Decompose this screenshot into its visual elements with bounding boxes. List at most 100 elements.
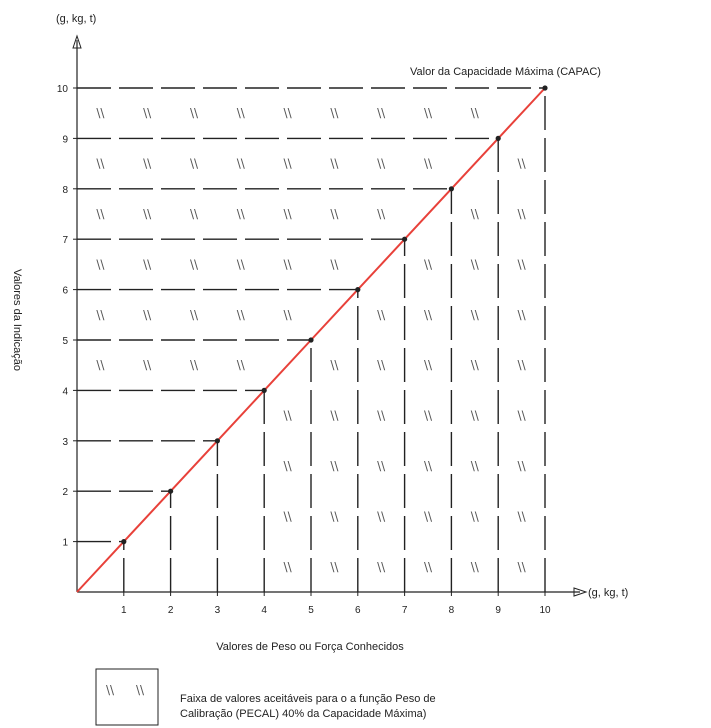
hatch-mark: \\ (518, 509, 527, 523)
hatch-mark: \\ (518, 157, 527, 171)
hatch-mark: \\ (237, 358, 246, 372)
hatch-mark: \\ (143, 157, 152, 171)
calibration-point (542, 85, 548, 91)
y-tick-label: 8 (62, 185, 68, 196)
legend: \\ \\ Faixa de valores aceitáveis para o… (95, 668, 436, 726)
hatch-mark: \\ (377, 358, 386, 372)
hatch-mark: \\ (96, 257, 105, 271)
hatch-mark: \\ (377, 409, 386, 423)
hatch-mark: \\ (284, 207, 293, 221)
hatch-mark: \\ (518, 560, 527, 574)
hatch-mark: \\ (424, 106, 433, 120)
y-tick-label: 4 (62, 386, 68, 397)
hatch-mark: \\ (237, 157, 246, 171)
x-tick-label: 1 (121, 605, 127, 616)
x-tick-label: 4 (261, 605, 267, 616)
hatch-mark: \\ (284, 157, 293, 171)
hatch-mark: \\ (143, 106, 152, 120)
calibration-point (448, 186, 454, 192)
acceptable-range-hatching: \\ \\ \\ \\ \\ \\ \\ \\ \\ \\ \\ \\ \\ \\ \\ \\ \\ \\ \\ \\… (96, 106, 526, 574)
y-tick-label: 10 (57, 84, 69, 95)
hatch-mark: \\ (330, 459, 339, 473)
y-tick-label: 2 (62, 487, 68, 498)
hatch-mark: \\ (190, 308, 199, 322)
calibration-point (495, 135, 501, 141)
x-tick-label: 3 (215, 605, 221, 616)
hatch-mark: \\ (190, 358, 199, 372)
hatch-mark: \\ (424, 157, 433, 171)
hatch-mark: \\ (330, 106, 339, 120)
hatch-mark: \\ (284, 459, 293, 473)
hatch-mark: \\ (284, 106, 293, 120)
hatch-mark: \\ (284, 409, 293, 423)
calibration-point (121, 539, 127, 545)
calibration-point (355, 287, 361, 293)
hatch-mark: \\ (471, 308, 480, 322)
hatch-mark: \\ (518, 207, 527, 221)
hatch-mark: \\ (377, 560, 386, 574)
hatch-mark: \\ (471, 257, 480, 271)
hatch-mark: \\ (424, 509, 433, 523)
hatch-mark: \\ (330, 409, 339, 423)
hatch-mark: \\ (330, 257, 339, 271)
x-tick-label: 9 (495, 605, 501, 616)
hatch-mark: \\ (96, 106, 105, 120)
hatch-mark: \\ (190, 207, 199, 221)
hatch-mark: \\ (143, 207, 152, 221)
hatch-mark: \\ (377, 106, 386, 120)
hatch-mark: \\ (330, 358, 339, 372)
hatch-mark: \\ (518, 308, 527, 322)
x-tick-label: 6 (355, 605, 361, 616)
hatch-mark: \\ (471, 358, 480, 372)
legend-text-line-1: Faixa de valores aceitáveis para o a fun… (180, 693, 436, 705)
legend-hatch-mark: \\ (106, 683, 115, 697)
x-tick-label: 10 (539, 605, 551, 616)
hatch-mark: \\ (518, 358, 527, 372)
y-tick-label: 3 (62, 437, 68, 448)
hatch-mark: \\ (330, 560, 339, 574)
y-tick-label: 9 (62, 134, 68, 145)
y-tick-label: 6 (62, 286, 68, 297)
hatch-mark: \\ (237, 257, 246, 271)
hatch-mark: \\ (190, 106, 199, 120)
x-tick-labels: 1 2 3 4 5 6 7 8 9 10 (121, 592, 551, 616)
hatch-mark: \\ (330, 509, 339, 523)
y-tick-labels: 1 2 3 4 5 6 7 8 9 10 (57, 84, 77, 549)
hatch-mark: \\ (143, 358, 152, 372)
calibration-point (168, 488, 174, 494)
x-unit-label: (g, kg, t) (588, 587, 628, 599)
hatch-mark: \\ (377, 207, 386, 221)
hatch-mark: \\ (96, 358, 105, 372)
capacity-label: Valor da Capacidade Máxima (CAPAC) (410, 66, 601, 78)
hatch-mark: \\ (284, 560, 293, 574)
hatch-mark: \\ (377, 509, 386, 523)
hatch-mark: \\ (284, 308, 293, 322)
hatch-mark: \\ (377, 157, 386, 171)
x-tick-label: 8 (449, 605, 455, 616)
x-axis-arrow-icon (573, 587, 588, 597)
calibration-point (402, 236, 408, 242)
hatch-mark: \\ (471, 509, 480, 523)
hatch-mark: \\ (424, 358, 433, 372)
hatch-mark: \\ (518, 459, 527, 473)
hatch-mark: \\ (190, 157, 199, 171)
hatch-mark: \\ (237, 207, 246, 221)
x-tick-label: 2 (168, 605, 174, 616)
calibration-point (214, 438, 220, 444)
hatch-mark: \\ (471, 106, 480, 120)
y-tick-label: 1 (62, 538, 68, 549)
hatch-mark: \\ (143, 308, 152, 322)
hatch-mark: \\ (284, 257, 293, 271)
dashed-reference-lines (77, 87, 546, 592)
hatch-mark: \\ (190, 257, 199, 271)
hatch-mark: \\ (471, 459, 480, 473)
hatch-mark: \\ (424, 459, 433, 473)
x-axis-title: Valores de Peso ou Força Conhecidos (216, 641, 404, 653)
hatch-mark: \\ (424, 257, 433, 271)
hatch-mark: \\ (471, 207, 480, 221)
y-axis-title: Valores da Indicação (11, 269, 23, 371)
legend-hatch-mark: \\ (136, 683, 145, 697)
hatch-mark: \\ (237, 308, 246, 322)
calibration-point (308, 337, 314, 343)
